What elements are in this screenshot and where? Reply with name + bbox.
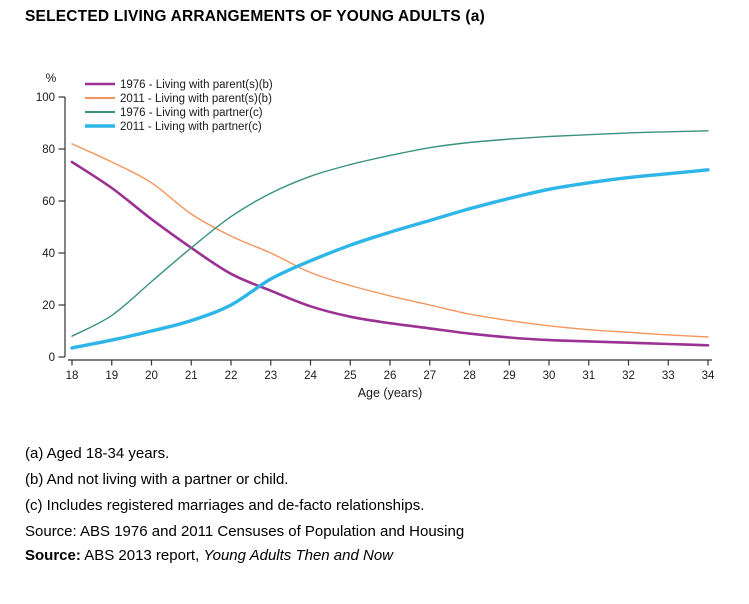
footnotes: (a) Aged 18-34 years. (b) And not living …	[25, 441, 464, 545]
footnote-line: (c) Includes registered marriages and de…	[25, 497, 425, 514]
y-tick-label: 20	[42, 300, 55, 312]
series-line-2	[71, 130, 709, 337]
y-tick-label: 100	[36, 92, 55, 104]
y-tick-label: 40	[42, 248, 55, 260]
x-tick-label: 31	[582, 370, 595, 382]
series-line-0	[70, 160, 710, 347]
x-tick-label: 28	[463, 370, 476, 382]
x-tick-label: 21	[185, 370, 198, 382]
y-tick-label: 80	[42, 144, 55, 156]
x-tick-label: 26	[384, 370, 397, 382]
x-tick-label: 29	[503, 370, 516, 382]
source-label: Source:	[25, 547, 81, 564]
y-axis-title: %	[46, 71, 57, 85]
x-tick-label: 23	[264, 370, 277, 382]
x-tick-label: 34	[702, 370, 715, 382]
x-tick-label: 25	[344, 370, 357, 382]
legend-label-3: 2011 - Living with partner(c)	[120, 121, 262, 133]
chart-svg: 0 20 40 60 80 100% 18 19 20 21 22 23 24 25 26 27 28 29 30 3…	[36, 71, 715, 400]
legend-label-0: 1976 - Living with parent(s)(b)	[120, 79, 273, 91]
x-tick-label: 24	[304, 370, 317, 382]
x-tick-label: 32	[622, 370, 635, 382]
x-tick-label: 18	[66, 370, 79, 382]
source-text: ABS 2013 report,	[80, 547, 204, 564]
footnote-line: Source: ABS 1976 and 2011 Censuses of Po…	[25, 523, 465, 540]
x-tick-label: 33	[662, 370, 675, 382]
x-tick-label: 27	[423, 370, 436, 382]
x-tick-label: 19	[105, 370, 118, 382]
x-tick-label: 22	[225, 370, 238, 382]
footnote-line: (b) And not living with a partner or chi…	[25, 471, 289, 488]
series-line-1	[71, 143, 709, 338]
source-report-title: Young Adults Then and Now	[203, 547, 394, 564]
legend-label-1: 2011 - Living with parent(s)(b)	[120, 93, 272, 105]
chart-title: SELECTED LIVING ARRANGEMENTS OF YOUNG AD…	[25, 8, 485, 25]
y-tick-label: 60	[42, 196, 55, 208]
legend-label-2: 1976 - Living with partner(c)	[120, 107, 263, 119]
x-tick-label: 30	[543, 370, 556, 382]
series-line-3	[70, 168, 710, 350]
y-tick-label: 0	[49, 352, 55, 364]
footnote-line: (a) Aged 18-34 years.	[25, 445, 170, 462]
source-line: Source: ABS 2013 report, Young Adults Th…	[25, 547, 393, 564]
chart-area: 0 20 40 60 80 100% 18 19 20 21 22 23 24 25 26 27 28 29 30 3…	[30, 66, 744, 406]
x-axis-title: Age (years)	[358, 386, 423, 400]
x-tick-label: 20	[145, 370, 158, 382]
